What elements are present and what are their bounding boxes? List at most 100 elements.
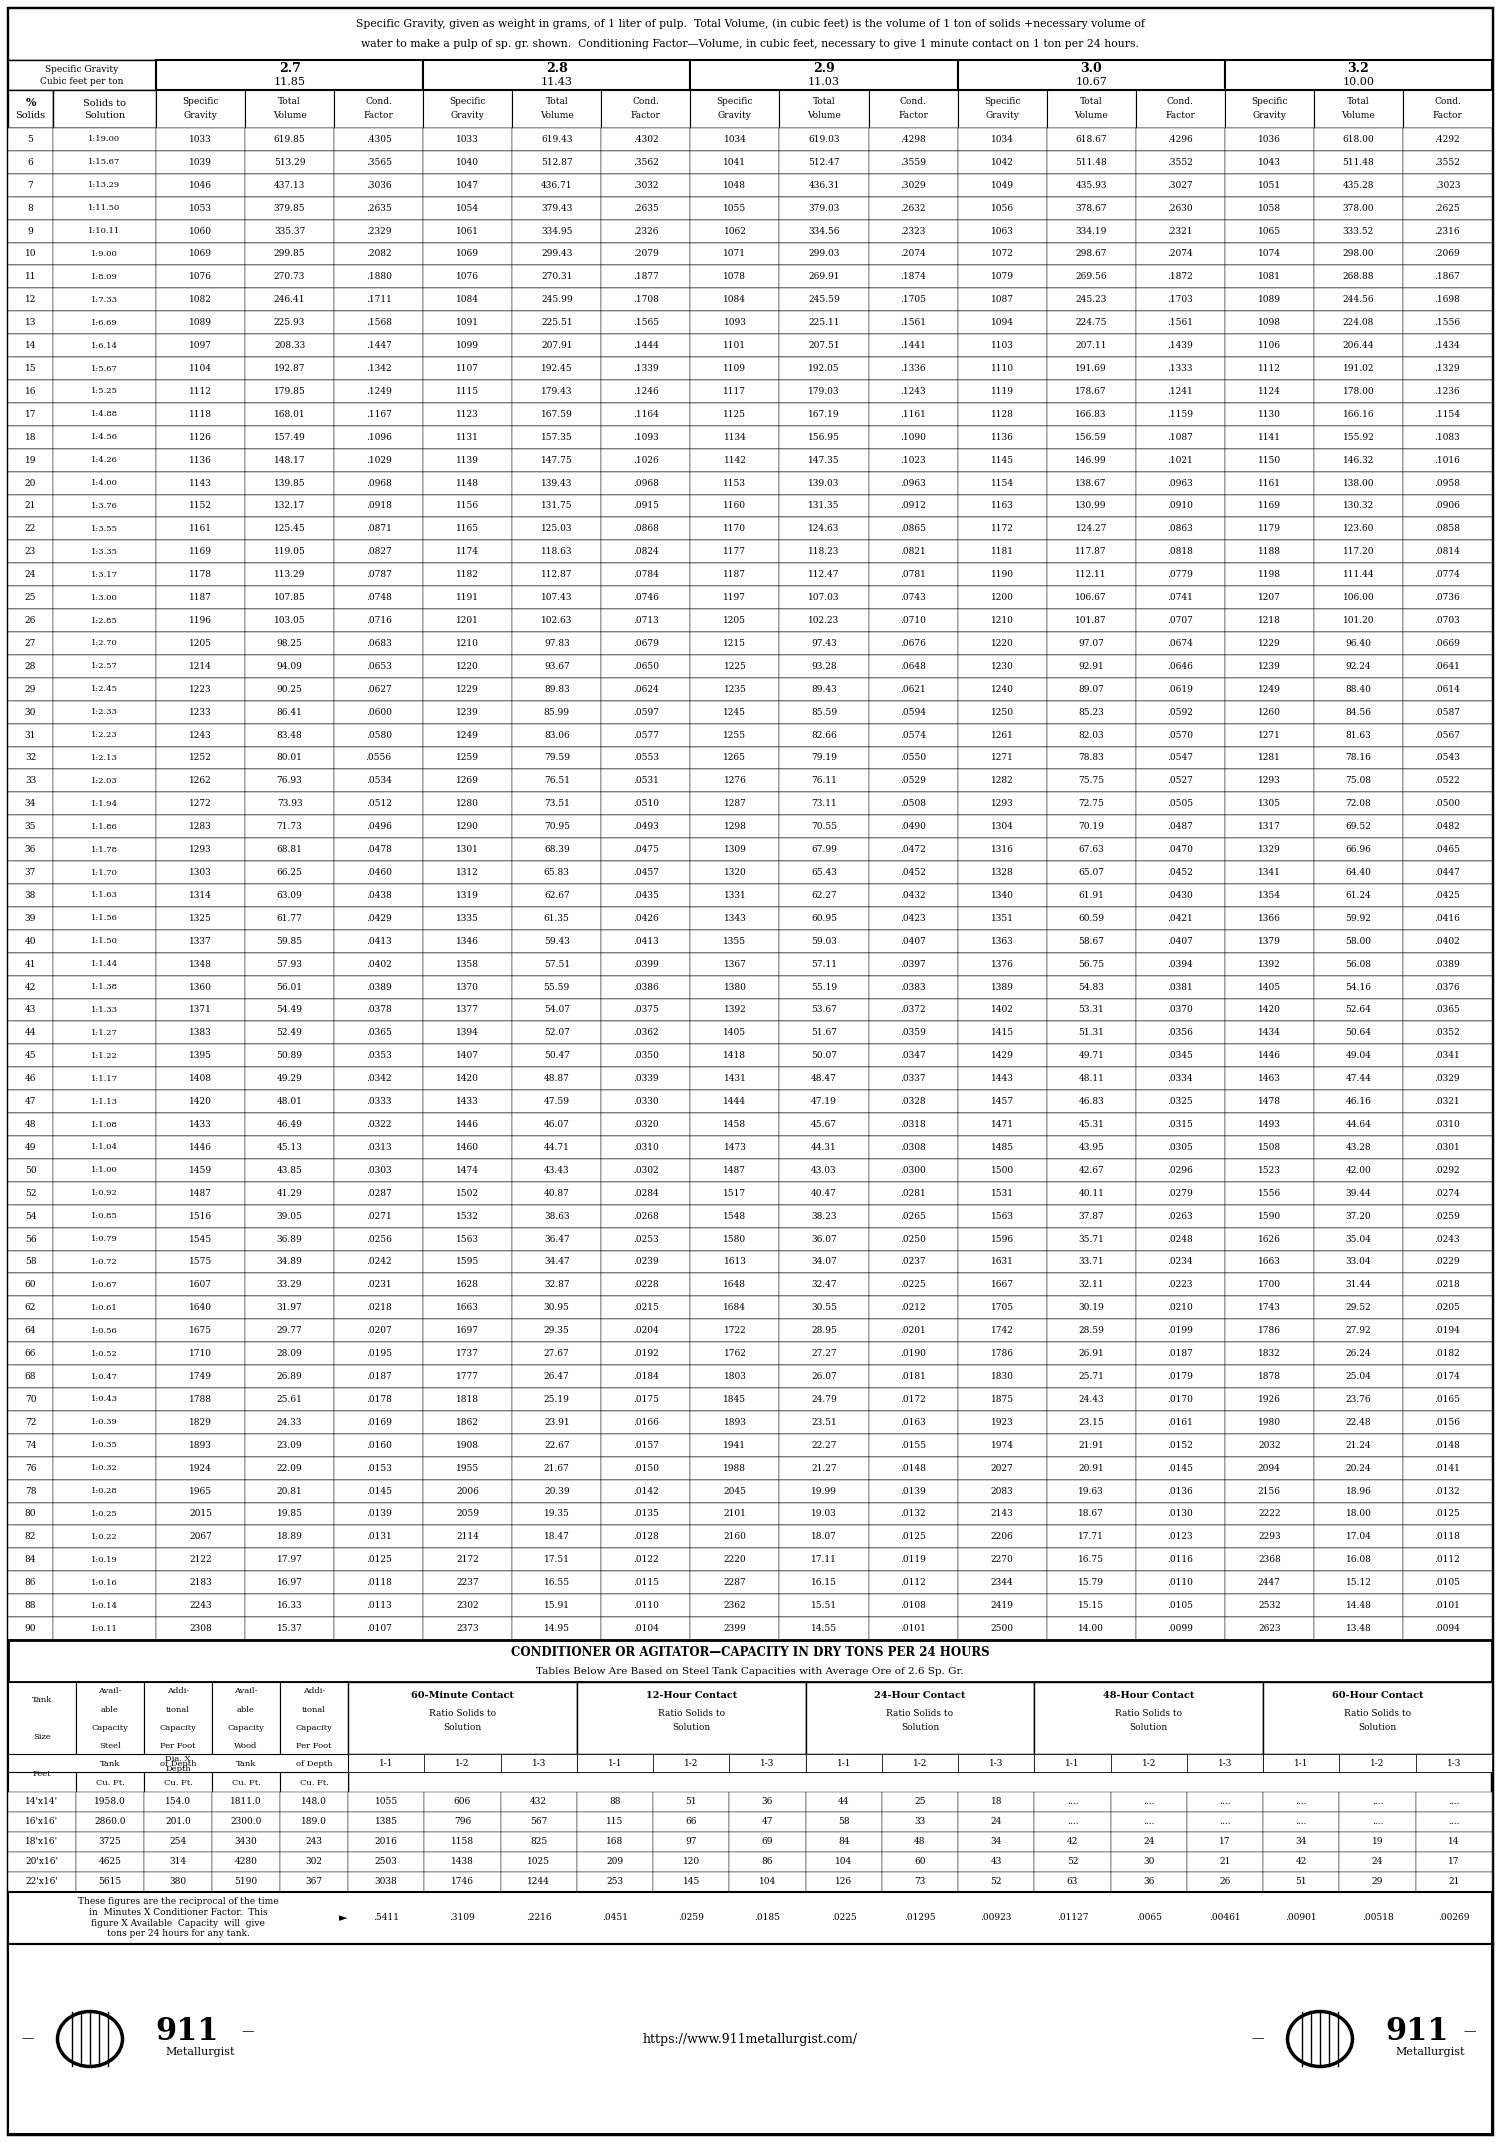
Bar — [1402, 1412, 1492, 1433]
Text: 1988: 1988 — [723, 1463, 747, 1474]
Text: .0292: .0292 — [1434, 1165, 1461, 1174]
Text: 1429: 1429 — [990, 1052, 1014, 1060]
Bar — [780, 748, 868, 769]
Text: 1377: 1377 — [456, 1005, 478, 1015]
Text: 1112: 1112 — [1258, 364, 1281, 373]
Text: .0863: .0863 — [1167, 525, 1192, 533]
Bar — [957, 861, 1047, 885]
Text: 1:2.03: 1:2.03 — [92, 778, 118, 784]
Bar — [334, 975, 423, 998]
Text: Depth: Depth — [165, 1765, 190, 1774]
Text: 168: 168 — [606, 1838, 624, 1846]
Bar — [423, 632, 513, 655]
Bar — [1186, 1872, 1263, 1891]
Bar — [780, 1251, 868, 1274]
Text: .0192: .0192 — [633, 1349, 658, 1358]
Text: 74: 74 — [24, 1442, 36, 1450]
Text: .01295: .01295 — [904, 1913, 936, 1924]
Text: .0113: .0113 — [366, 1600, 392, 1611]
Bar — [244, 563, 334, 587]
Text: 111.44: 111.44 — [1342, 570, 1374, 578]
Bar — [513, 1204, 602, 1227]
Text: 1198: 1198 — [1258, 570, 1281, 578]
Text: .1880: .1880 — [366, 272, 392, 281]
Bar — [868, 518, 957, 540]
Bar — [1226, 426, 1314, 448]
Bar — [1186, 1754, 1263, 1771]
Text: 1235: 1235 — [723, 685, 747, 694]
Text: 101.87: 101.87 — [1076, 617, 1107, 625]
Text: 1229: 1229 — [456, 685, 478, 694]
Text: 1210: 1210 — [990, 617, 1014, 625]
Bar — [957, 60, 1226, 90]
Bar — [806, 1872, 882, 1891]
Text: .0350: .0350 — [633, 1052, 658, 1060]
Bar — [8, 1251, 1492, 1274]
Bar — [244, 748, 334, 769]
Bar — [513, 563, 602, 587]
Bar — [690, 632, 780, 655]
Text: 1648: 1648 — [723, 1281, 747, 1289]
Bar — [211, 1853, 280, 1872]
Bar — [1314, 816, 1402, 838]
Text: 619.03: 619.03 — [808, 135, 840, 144]
Bar — [1136, 748, 1226, 769]
Bar — [423, 1572, 513, 1594]
Bar — [1047, 1525, 1136, 1549]
Bar — [780, 1457, 868, 1480]
Text: tional: tional — [166, 1705, 190, 1714]
Text: .0493: .0493 — [633, 823, 658, 831]
Bar — [1226, 724, 1314, 748]
Text: .0550: .0550 — [900, 754, 926, 763]
Text: 379.85: 379.85 — [274, 203, 306, 212]
Text: 166.83: 166.83 — [1076, 409, 1107, 420]
Text: 1262: 1262 — [189, 775, 211, 786]
Bar — [1136, 1319, 1226, 1343]
Text: .0472: .0472 — [900, 846, 926, 855]
Bar — [423, 1182, 513, 1204]
Text: .0824: .0824 — [633, 548, 658, 557]
Bar — [1047, 1227, 1136, 1251]
Bar — [1226, 1319, 1314, 1343]
Text: 93.67: 93.67 — [544, 662, 570, 670]
Bar — [1110, 1872, 1186, 1891]
Bar — [244, 1549, 334, 1572]
Bar — [1136, 587, 1226, 608]
Text: 2287: 2287 — [723, 1579, 747, 1587]
Text: 48.87: 48.87 — [544, 1075, 570, 1084]
Text: 1:2.70: 1:2.70 — [92, 640, 118, 647]
Text: 2500: 2500 — [990, 1624, 1014, 1632]
Bar — [156, 334, 244, 358]
Text: 1042: 1042 — [990, 159, 1014, 167]
Text: 2172: 2172 — [456, 1555, 478, 1564]
Text: .0452: .0452 — [1167, 868, 1192, 876]
Text: .0094: .0094 — [1434, 1624, 1461, 1632]
Bar — [958, 1872, 1035, 1891]
Bar — [53, 700, 156, 724]
Text: 34: 34 — [1296, 1838, 1306, 1846]
Text: 106.00: 106.00 — [1342, 593, 1374, 602]
Bar — [244, 1572, 334, 1594]
Bar — [690, 1343, 780, 1364]
Text: .0107: .0107 — [366, 1624, 392, 1632]
Text: 40.47: 40.47 — [812, 1189, 837, 1197]
Bar — [1047, 838, 1136, 861]
Text: .0648: .0648 — [900, 662, 926, 670]
Bar — [8, 1159, 52, 1182]
Bar — [652, 1793, 729, 1812]
Bar — [1402, 1274, 1492, 1296]
Text: 1:0.79: 1:0.79 — [92, 1236, 118, 1242]
Text: Cu. Ft.: Cu. Ft. — [164, 1778, 192, 1786]
Bar — [244, 266, 334, 289]
Text: 1485: 1485 — [990, 1144, 1014, 1152]
Bar — [690, 769, 780, 793]
Text: 57.11: 57.11 — [812, 960, 837, 968]
Text: .0329: .0329 — [1434, 1075, 1461, 1084]
Bar — [1314, 1364, 1402, 1388]
Text: —: — — [1251, 2033, 1264, 2046]
Bar — [1035, 1831, 1110, 1853]
Text: 1261: 1261 — [990, 730, 1014, 739]
Bar — [602, 1364, 690, 1388]
Text: 1158: 1158 — [452, 1838, 474, 1846]
Text: Total: Total — [1347, 99, 1370, 107]
